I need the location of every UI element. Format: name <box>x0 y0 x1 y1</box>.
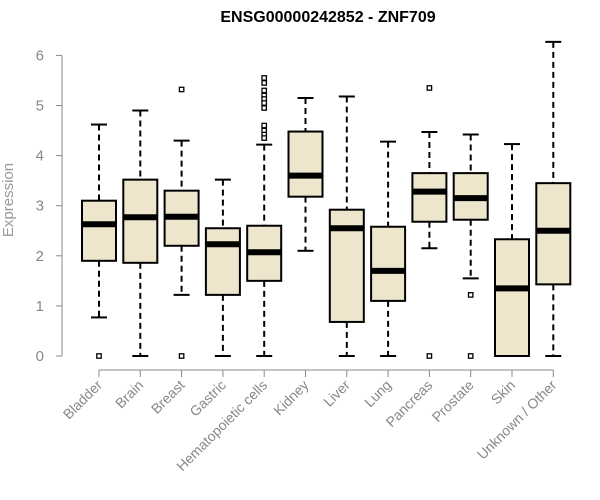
outlier-point <box>178 353 185 359</box>
y-axis: 0 1 2 3 4 5 6 <box>36 47 63 365</box>
x-tick-label: Skin <box>488 377 519 408</box>
y-tick-label: 4 <box>36 148 44 165</box>
x-tick-label: Kidney <box>270 377 312 419</box>
outlier-point <box>261 87 268 94</box>
outlier-point <box>261 100 268 106</box>
outlier-point <box>467 292 474 298</box>
outlier-point <box>261 80 268 86</box>
outlier-point <box>261 75 268 81</box>
x-tick-label: Lung <box>361 377 394 410</box>
y-tick-label: 3 <box>36 198 44 215</box>
outlier-point <box>261 135 268 141</box>
box-group <box>163 86 200 359</box>
box-group <box>494 143 530 357</box>
box <box>204 227 241 296</box>
y-tick-label: 1 <box>36 298 44 315</box>
box-group <box>328 95 365 357</box>
box <box>535 182 572 286</box>
x-tick-label: Prostate <box>429 377 477 425</box>
boxes <box>81 40 572 359</box>
box-group <box>81 123 117 359</box>
outlier-point <box>261 122 268 129</box>
box-group <box>122 109 159 357</box>
box-group <box>370 140 407 357</box>
box <box>370 225 407 302</box>
y-tick-label: 5 <box>36 98 44 115</box>
box-group <box>535 40 572 357</box>
x-tick-label: Bladder <box>60 377 106 423</box>
outlier-point <box>178 86 185 93</box>
outlier-point <box>96 353 102 359</box>
y-tick-label: 6 <box>36 47 44 64</box>
box-group <box>411 85 448 359</box>
box <box>411 172 448 223</box>
box <box>122 178 159 264</box>
y-tick-label: 0 <box>36 348 44 365</box>
outlier-point <box>426 353 433 359</box>
y-axis-label: Expression <box>0 163 17 237</box>
box <box>494 238 530 357</box>
x-tick-label: Breast <box>148 377 188 417</box>
box-group <box>246 75 283 357</box>
chart-title: ENSG00000242852 - ZNF709 <box>220 9 435 26</box>
box-group <box>287 96 324 252</box>
box-group <box>452 133 489 359</box>
box <box>287 130 324 198</box>
x-tick-label: Brain <box>112 377 146 411</box>
x-tick-label: Liver <box>320 377 353 410</box>
outlier-point <box>426 85 433 91</box>
box <box>81 199 117 262</box>
y-tick-label: 2 <box>36 248 44 265</box>
outlier-point <box>467 353 474 359</box>
box-group <box>204 178 241 357</box>
outlier-point <box>261 105 268 111</box>
